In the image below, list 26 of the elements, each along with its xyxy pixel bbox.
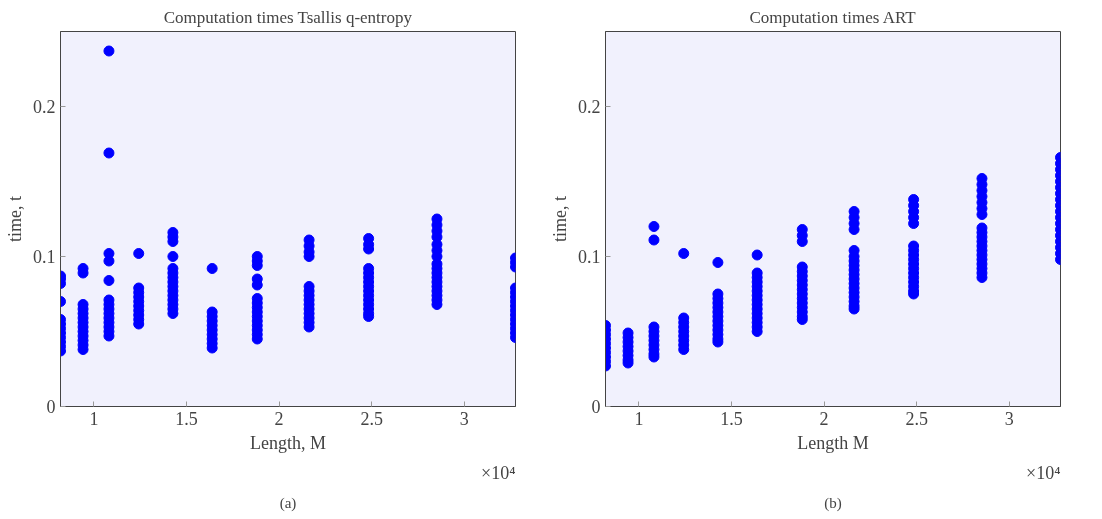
x-tick-label: 2 xyxy=(819,408,829,429)
x-tick-label: 2.5 xyxy=(905,408,928,429)
x-tick-label: 2 xyxy=(274,408,284,429)
y-tick-label: 0.2 xyxy=(578,97,601,117)
y-tick-label: 0.2 xyxy=(33,97,56,117)
text: (a) xyxy=(279,494,297,512)
x-tick-label: 3 xyxy=(1004,408,1014,429)
y-axis-title: time, t xyxy=(550,196,570,242)
x-tick-label: 1 xyxy=(634,408,644,429)
chart-title: Computation times Tsallis q-entropy xyxy=(163,7,413,27)
x-tick-label: 1 xyxy=(89,408,99,429)
x-axis-title: Length, M xyxy=(250,432,326,453)
x-tick-label: 1.5 xyxy=(175,408,198,429)
x-axis-title: Length M xyxy=(797,432,869,453)
y-tick-label: 0.1 xyxy=(33,247,56,267)
text: ×10⁴ xyxy=(481,462,516,483)
y-tick-label: 0 xyxy=(591,397,601,417)
chart-title: Computation times ART xyxy=(749,7,917,27)
x-tick-label: 2.5 xyxy=(360,408,383,429)
y-tick-label: 0.1 xyxy=(578,247,601,267)
text: (b) xyxy=(824,494,842,512)
x-tick-label: 3 xyxy=(459,408,469,429)
y-tick-label: 0 xyxy=(46,397,56,417)
y-axis-title: time, t xyxy=(5,196,25,242)
x-tick-label: 1.5 xyxy=(720,408,743,429)
text: ×10⁴ xyxy=(1026,462,1061,483)
